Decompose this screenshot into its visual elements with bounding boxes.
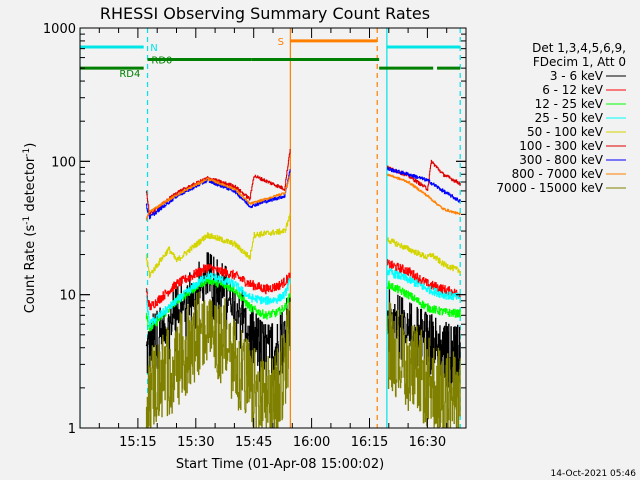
series-line-5 — [145, 149, 461, 216]
legend-entry-8: 7000 - 15000 keV — [496, 181, 603, 195]
legend-header-line-2: FDecim 1, Att 0 — [533, 55, 626, 69]
y-axis-label-sup1: -1 — [22, 216, 32, 225]
y-axis-label-sup2: -1 — [22, 148, 32, 157]
flag-label-s: S — [278, 37, 284, 48]
y-axis-label-main: Count Rate (s — [23, 225, 38, 314]
y-tick-label-0: 1 — [68, 422, 76, 437]
legend-entry-5: 100 - 300 keV — [519, 139, 603, 153]
y-tick-label-2: 100 — [51, 155, 76, 170]
x-axis-label: Start Time (01-Apr-08 15:00:02) — [176, 457, 384, 472]
legend-entry-4: 50 - 100 keV — [527, 125, 604, 139]
axes: 15:15 15:30 15:45 16:00 16:15 16:30 1 10 100 1000 — [43, 22, 467, 450]
legend-entry-3: 25 - 50 keV — [535, 111, 604, 125]
x-tick-label-1: 15:30 — [177, 435, 214, 450]
series-line-1 — [145, 259, 461, 311]
y-axis-label-end: ) — [23, 143, 38, 148]
x-tick-label-4: 16:15 — [351, 435, 388, 450]
series-line-4 — [145, 213, 461, 278]
legend-header-line-1: Det 1,3,4,5,6,9, — [532, 41, 626, 55]
footer-date: 14-Oct-2021 05:46 — [551, 469, 637, 479]
flag-label-n: N — [150, 43, 157, 54]
flag-label-rd4: RD4 — [119, 69, 140, 80]
y-tick-label-3: 1000 — [43, 22, 76, 37]
x-tick-label-3: 16:00 — [293, 435, 330, 450]
plot-area: N S RD0 RD4 — [80, 28, 461, 428]
legend-entry-7: 800 - 7000 keV — [512, 167, 604, 181]
legend-entry-2: 12 - 25 keV — [535, 97, 604, 111]
series-line-6 — [145, 167, 461, 220]
x-tick-label-0: 15:15 — [119, 435, 156, 450]
flag-label-rd0: RD0 — [151, 56, 172, 67]
x-tick-label-2: 15:45 — [235, 435, 272, 450]
legend-entry-0: 3 - 6 keV — [550, 69, 604, 83]
legend-entry-1: 6 - 12 keV — [542, 83, 604, 97]
series-line-8 — [145, 291, 461, 428]
y-axis-label: Count Rate (s-1 detector-1) — [22, 143, 38, 314]
y-tick-label-1: 10 — [59, 289, 76, 304]
chart-title: RHESSI Observing Summary Count Rates — [100, 4, 430, 23]
legend-entry-6: 300 - 800 keV — [519, 153, 603, 167]
legend: Det 1,3,4,5,6,9, FDecim 1, Att 0 3 - 6 k… — [496, 41, 626, 195]
series-line-7 — [145, 173, 461, 221]
series-line-3 — [145, 268, 461, 328]
y-axis-label-mid: detector — [23, 156, 38, 216]
x-tick-label-5: 16:30 — [409, 435, 446, 450]
